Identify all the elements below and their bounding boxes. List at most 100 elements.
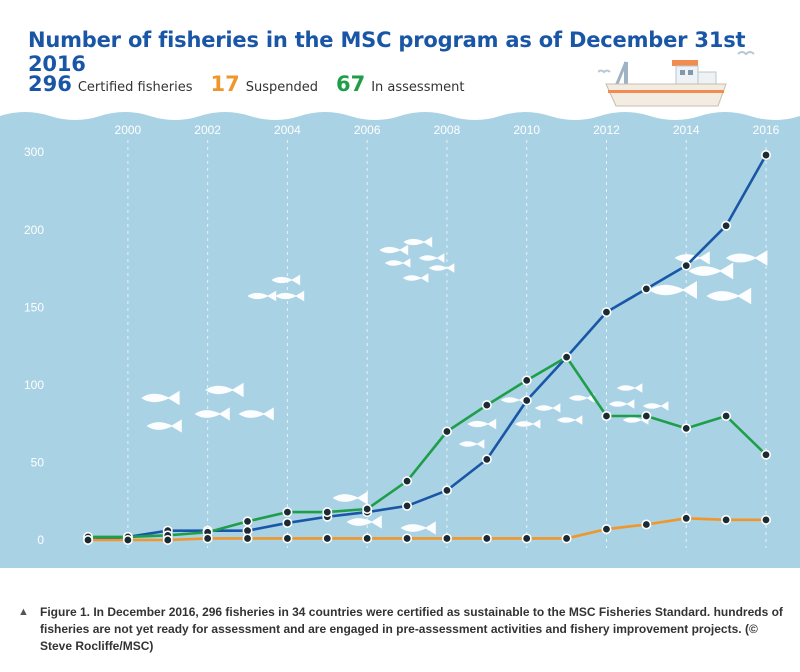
x-tick-label: 2002 bbox=[194, 123, 221, 137]
x-tick-label: 2014 bbox=[673, 123, 700, 137]
fish-icon bbox=[514, 419, 541, 429]
fish-icon bbox=[725, 250, 768, 266]
water-background bbox=[0, 112, 800, 568]
vertical-gridlines bbox=[127, 140, 767, 548]
suspended-data-point bbox=[561, 533, 572, 544]
figure-caption: ▲ Figure 1. In December 2016, 296 fisher… bbox=[18, 604, 788, 655]
fish-icon bbox=[642, 401, 669, 411]
assessment-data-point bbox=[441, 426, 452, 437]
certified-data-point bbox=[441, 485, 452, 496]
caption-triangle-icon: ▲ bbox=[18, 606, 29, 618]
certified-data-point bbox=[521, 395, 532, 406]
seagull-icon bbox=[598, 51, 755, 74]
x-tick-label: 2006 bbox=[354, 123, 381, 137]
suspended-data-point bbox=[481, 533, 492, 544]
certified-data-point bbox=[760, 150, 771, 161]
assessment-data-point bbox=[322, 507, 333, 518]
fish-icon bbox=[402, 273, 429, 283]
assessment-data-point bbox=[721, 410, 732, 421]
assessment-data-point bbox=[561, 352, 572, 363]
suspended-series-line bbox=[88, 516, 766, 542]
x-tick-label: 2012 bbox=[593, 123, 620, 137]
assessment-data-point bbox=[521, 375, 532, 386]
fish-decorations bbox=[141, 236, 768, 535]
assessment-data-point bbox=[242, 516, 253, 527]
assessment-data-point bbox=[402, 476, 413, 487]
fisheries-line-chart: 2000 2002 2004 2006 2008 2010 2012 2014 2016 0 50… bbox=[0, 112, 800, 568]
assessment-data-point bbox=[760, 449, 771, 460]
y-tick-label: 200 bbox=[24, 223, 44, 237]
x-tick-label: 2008 bbox=[434, 123, 461, 137]
fish-icon bbox=[418, 253, 445, 263]
fish-icon bbox=[568, 393, 595, 403]
boat-icon bbox=[605, 60, 727, 107]
x-tick-label: 2004 bbox=[274, 123, 301, 137]
x-tick-label: 2016 bbox=[753, 123, 780, 137]
fish-icon bbox=[332, 491, 368, 505]
certified-series-line bbox=[87, 154, 768, 542]
certified-data-point bbox=[481, 454, 492, 465]
fish-icon bbox=[205, 382, 244, 398]
suspended-data-point bbox=[601, 524, 612, 535]
suspended-data-point bbox=[322, 533, 333, 544]
fish-icon bbox=[458, 439, 485, 449]
fish-icon bbox=[608, 399, 635, 409]
fish-icon bbox=[616, 383, 643, 393]
certified-label: Certified fisheries bbox=[77, 80, 193, 95]
fish-icon bbox=[146, 419, 182, 433]
certified-data-point bbox=[721, 220, 732, 231]
assessment-data-point bbox=[362, 503, 373, 514]
suspended-data-point bbox=[83, 534, 94, 545]
fish-icon bbox=[400, 521, 436, 535]
certified-data-point bbox=[681, 260, 692, 271]
x-tick-label: 2010 bbox=[513, 123, 540, 137]
x-tick-label: 2000 bbox=[115, 123, 142, 137]
chart-title: Number of fisheries in the MSC program a… bbox=[28, 28, 746, 76]
stats-summary: 296 Certified fisheries 17 Suspended 67 … bbox=[28, 72, 482, 96]
suspended-data-point bbox=[202, 533, 213, 544]
fish-icon bbox=[622, 415, 649, 425]
certified-count: 296 bbox=[28, 72, 72, 96]
fish-icon bbox=[556, 415, 583, 425]
series-points bbox=[83, 150, 771, 545]
certified-data-point bbox=[402, 500, 413, 511]
series-lines bbox=[87, 154, 768, 542]
y-tick-label: 0 bbox=[37, 533, 44, 547]
suspended-count: 17 bbox=[210, 72, 240, 96]
x-axis-ticks: 2000 2002 2004 2006 2008 2010 2012 2014 2016 bbox=[115, 123, 780, 137]
assessment-data-point bbox=[681, 423, 692, 434]
suspended-data-point bbox=[441, 533, 452, 544]
assessment-data-point bbox=[601, 410, 612, 421]
caption-text: Figure 1. In December 2016, 296 fisherie… bbox=[40, 605, 783, 653]
suspended-label: Suspended bbox=[245, 80, 318, 95]
fish-icon bbox=[379, 244, 409, 256]
assessment-data-point bbox=[481, 400, 492, 411]
assessment-series-line bbox=[88, 355, 767, 539]
certified-data-point bbox=[641, 283, 652, 294]
stat-suspended: 17 Suspended bbox=[210, 72, 318, 96]
stat-certified: 296 Certified fisheries bbox=[28, 72, 192, 96]
certified-data-point bbox=[601, 307, 612, 318]
suspended-data-point bbox=[521, 533, 532, 544]
assessment-count: 67 bbox=[335, 72, 366, 96]
fish-icon bbox=[346, 515, 382, 529]
suspended-data-point bbox=[122, 534, 133, 545]
suspended-data-point bbox=[282, 533, 293, 544]
fish-icon bbox=[384, 258, 411, 268]
y-axis-ticks: 0 50 100 150 200 300 bbox=[24, 145, 44, 547]
assessment-data-point bbox=[282, 507, 293, 518]
suspended-data-point bbox=[760, 514, 771, 525]
suspended-data-point bbox=[362, 533, 373, 544]
fish-icon bbox=[706, 287, 752, 305]
suspended-data-point bbox=[402, 533, 413, 544]
fish-icon bbox=[428, 263, 455, 273]
certified-data-point bbox=[282, 517, 293, 528]
y-tick-label: 150 bbox=[24, 301, 44, 315]
y-tick-label: 300 bbox=[24, 145, 44, 159]
fish-icon bbox=[534, 403, 561, 413]
suspended-data-point bbox=[721, 514, 732, 525]
assessment-data-point bbox=[641, 410, 652, 421]
fish-icon bbox=[688, 262, 734, 280]
fish-icon bbox=[247, 290, 277, 302]
fish-icon bbox=[141, 390, 180, 406]
